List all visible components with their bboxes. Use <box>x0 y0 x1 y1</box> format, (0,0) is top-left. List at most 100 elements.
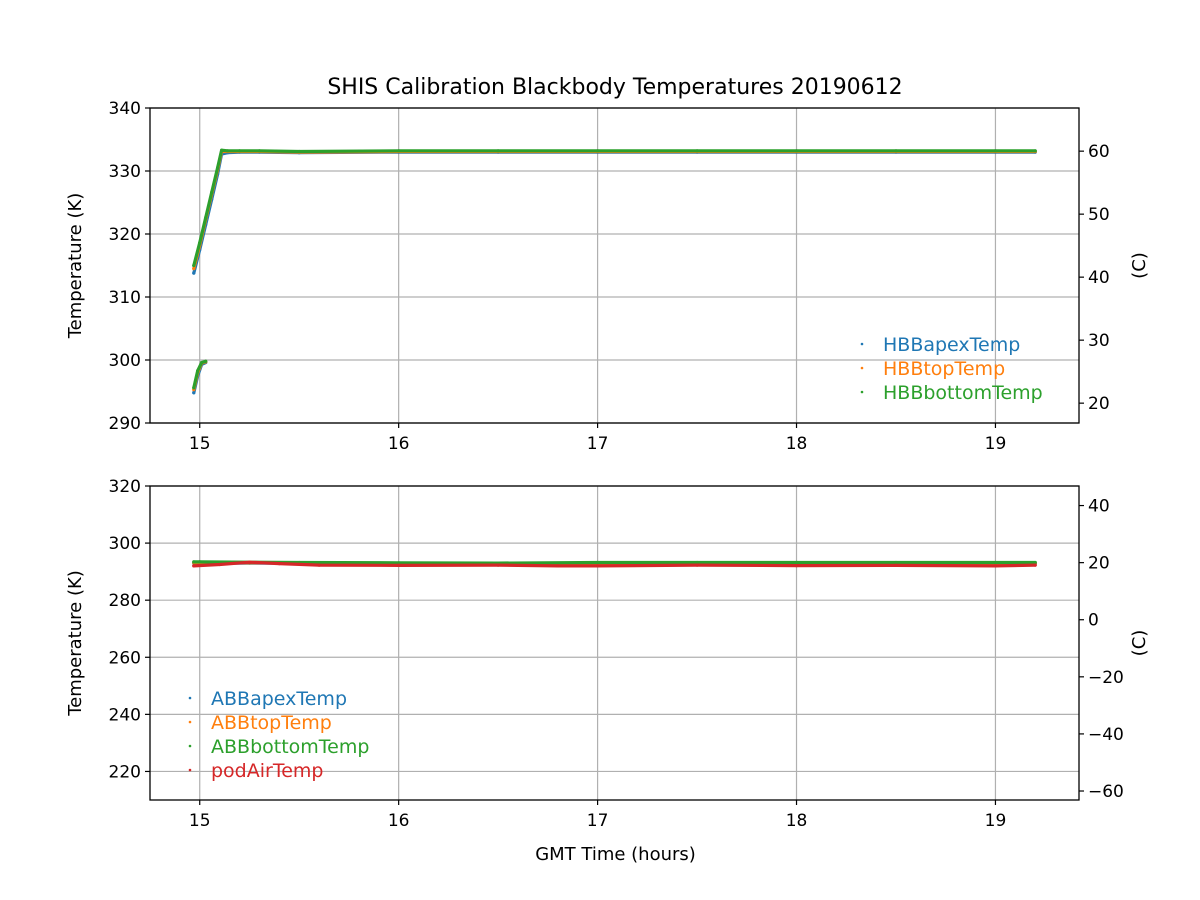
bottom-point-podAirTemp <box>277 562 281 566</box>
bottom-xlabel: GMT Time (hours) <box>535 844 696 865</box>
bottom-point-podAirTemp <box>397 563 401 568</box>
bottom-point-podAirTemp <box>247 560 252 564</box>
top-legend-label-HBBapexTemp: HBBapexTemp <box>883 334 1020 356</box>
top-point-HBBbottomTemp <box>237 149 242 153</box>
bottom-point-podAirTemp <box>993 564 998 568</box>
top-legend-label-HBBbottomTemp: HBBbottomTemp <box>883 382 1043 404</box>
top-point-HBBapexTemp <box>192 271 196 275</box>
top-point-HBBbottomTemp <box>993 149 998 153</box>
bottom-chart: 15 16 17 18 19 220 240 260 280 300 320 −60 −40 −20 0 20… <box>65 477 1150 865</box>
top-x-tick-label: 16 <box>388 434 410 454</box>
bottom-point-ABBbottomTemp <box>596 560 600 565</box>
bottom-legend: ABBapexTempABBtopTempABBbottomTemppodAir… <box>188 688 369 782</box>
top-point-HBBbottomTemp <box>894 149 898 153</box>
top-series-line-HBBbottomTemp <box>192 148 1037 390</box>
top-legend-marker-HBBbottomTemp <box>860 390 864 394</box>
top-axes-frame <box>149 107 1080 424</box>
top-x-tick-label: 18 <box>786 434 808 454</box>
top-point-HBBbottomTemp <box>192 263 196 268</box>
top-point-HBBbottomTemp <box>397 149 401 153</box>
bottom-legend-label-ABBapexTemp: ABBapexTemp <box>211 688 347 710</box>
bottom-point-podAirTemp <box>192 564 196 568</box>
bottom-ylabel: Temperature (K) <box>65 570 86 717</box>
top-legend-marker-HBBapexTemp <box>860 342 864 346</box>
bottom-point-ABBbottomTemp <box>397 561 401 565</box>
top-point-HBBbottomTemp <box>257 149 261 153</box>
top-ylabel: Temperature (K) <box>65 193 86 340</box>
top-point-HBBtopTemp <box>192 267 196 271</box>
top-point-HBBbottomTemp <box>204 216 208 220</box>
bottom-legend-label-ABBtopTemp: ABBtopTemp <box>211 712 332 734</box>
top-x-tick-label: 17 <box>587 434 609 454</box>
bottom-y2-tick-label: 20 <box>1088 554 1110 574</box>
top-y-tick-label: 340 <box>109 99 141 119</box>
bottom-y-tick-label: 220 <box>109 762 141 782</box>
top-point-HBBbottomTemp <box>596 149 600 153</box>
bottom-y2-tick-label: −20 <box>1088 668 1124 688</box>
top-chart: 15 16 17 18 19 290 300 310 320 330 340 20 30 40 50 60 Te… <box>65 99 1150 454</box>
bottom-y-tick-label: 240 <box>109 705 141 725</box>
top-y2label: (C) <box>1129 252 1150 279</box>
top-y-tick-label: 320 <box>109 225 141 245</box>
bottom-y2-tick-label: −60 <box>1088 782 1124 802</box>
bottom-legend-marker-podAirTemp <box>188 768 192 772</box>
bottom-x-tick-label: 16 <box>388 811 410 831</box>
bottom-point-podAirTemp <box>794 564 799 568</box>
bottom-point-podAirTemp <box>218 562 222 567</box>
top-point-HBBbottomTemp <box>226 149 230 153</box>
bottom-point-ABBbottomTemp <box>894 560 898 565</box>
top-y-tick-label: 290 <box>109 414 141 434</box>
top-point-HBBbottomTemp <box>200 360 204 365</box>
top-point-HBBbottomTemp <box>220 148 224 152</box>
bottom-point-podAirTemp <box>1033 563 1037 567</box>
top-point-HBBbottomTemp <box>1033 149 1037 153</box>
bottom-point-ABBbottomTemp <box>695 560 699 565</box>
top-point-HBBbottomTemp <box>204 359 208 363</box>
top-point-HBBbottomTemp <box>210 190 214 194</box>
bottom-legend-marker-ABBbottomTemp <box>188 744 192 748</box>
bottom-y2-tick-label: 40 <box>1088 497 1110 517</box>
bottom-point-ABBbottomTemp <box>192 560 196 564</box>
bottom-point-podAirTemp <box>894 563 898 568</box>
bottom-point-ABBbottomTemp <box>993 560 998 565</box>
top-point-HBBbottomTemp <box>695 149 699 153</box>
top-series-HBBbottomTemp <box>192 148 1037 390</box>
top-x-tick-label: 15 <box>189 434 211 454</box>
bottom-series-line-ABBbottomTemp <box>192 560 1037 565</box>
bottom-y2-tick-label: −40 <box>1088 725 1124 745</box>
top-x-tick-label: 19 <box>985 434 1007 454</box>
top-point-HBBbottomTemp <box>192 386 196 390</box>
top-y-tick-label: 310 <box>109 288 141 308</box>
bottom-y-tick-label: 320 <box>109 477 141 497</box>
bottom-legend-marker-ABBapexTemp <box>188 696 192 700</box>
bottom-y-tick-label: 300 <box>109 534 141 554</box>
bottom-y-tick-label: 280 <box>109 591 141 611</box>
bottom-series-line-podAirTemp <box>192 560 1037 568</box>
bottom-x-tick-label: 15 <box>189 811 211 831</box>
top-point-HBBbottomTemp <box>216 166 220 170</box>
bottom-x-tick-label: 17 <box>587 811 609 831</box>
top-y2-tick-label: 60 <box>1088 142 1110 162</box>
bottom-point-podAirTemp <box>695 563 699 567</box>
top-y2-tick-label: 40 <box>1088 268 1110 288</box>
bottom-y2-tick-label: 0 <box>1088 611 1099 631</box>
top-point-HBBbottomTemp <box>196 369 200 373</box>
bottom-point-podAirTemp <box>596 564 600 568</box>
top-y-tick-label: 330 <box>109 162 141 182</box>
bottom-point-ABBbottomTemp <box>198 560 202 564</box>
top-legend-marker-HBBtopTemp <box>860 366 864 370</box>
top-point-HBBbottomTemp <box>297 149 301 154</box>
top-point-HBBbottomTemp <box>496 149 500 153</box>
top-y-tick-label: 300 <box>109 351 141 371</box>
bottom-point-ABBbottomTemp <box>794 560 799 565</box>
bottom-point-podAirTemp <box>496 563 500 567</box>
top-y2-tick-label: 50 <box>1088 205 1110 225</box>
top-point-HBBbottomTemp <box>198 241 202 245</box>
bottom-legend-label-ABBbottomTemp: ABBbottomTemp <box>211 736 369 758</box>
bottom-legend-marker-ABBtopTemp <box>188 720 192 724</box>
top-point-HBBapexTemp <box>192 391 196 395</box>
bottom-y-tick-label: 260 <box>109 648 141 668</box>
figure-title: SHIS Calibration Blackbody Temperatures … <box>327 75 902 100</box>
bottom-y2label: (C) <box>1129 630 1150 657</box>
